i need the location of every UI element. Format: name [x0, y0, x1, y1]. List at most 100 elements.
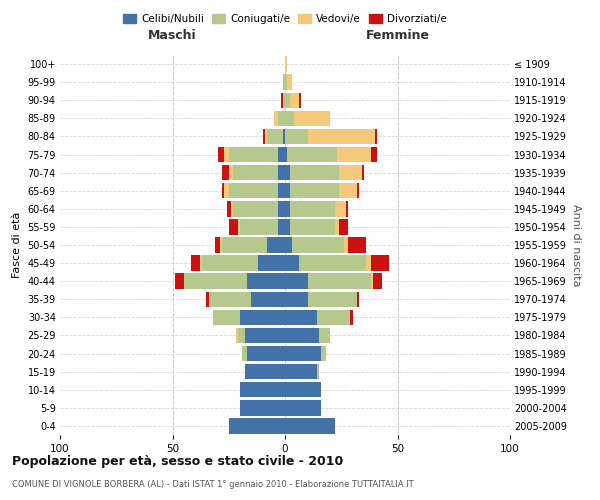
Bar — [206, 292, 209, 307]
Bar — [350, 310, 353, 325]
Bar — [371, 147, 377, 162]
Bar — [251, 292, 285, 307]
Bar — [229, 418, 285, 434]
Bar — [265, 128, 267, 144]
Bar — [290, 92, 299, 108]
Bar — [213, 310, 240, 325]
Bar — [222, 165, 229, 180]
Bar — [375, 128, 377, 144]
Bar — [290, 219, 335, 234]
Bar — [285, 219, 290, 234]
Bar — [319, 328, 330, 343]
Bar — [366, 256, 371, 271]
Bar — [317, 364, 319, 380]
Text: Maschi: Maschi — [148, 30, 197, 43]
Bar — [285, 92, 290, 108]
Bar — [321, 346, 325, 362]
Bar — [337, 147, 371, 162]
Bar — [361, 165, 364, 180]
Bar — [245, 328, 285, 343]
Bar — [218, 147, 224, 162]
Bar — [278, 201, 285, 216]
Bar — [229, 219, 238, 234]
Bar — [278, 183, 285, 198]
Bar — [238, 328, 245, 343]
Bar — [343, 238, 348, 252]
Bar — [245, 364, 285, 380]
Bar — [348, 238, 366, 252]
Bar — [278, 219, 285, 234]
Bar — [283, 74, 285, 90]
Bar — [215, 238, 220, 252]
Bar — [373, 274, 382, 289]
Bar — [335, 219, 339, 234]
Bar — [290, 201, 335, 216]
Bar — [285, 346, 321, 362]
Bar — [222, 238, 267, 252]
Bar — [175, 274, 184, 289]
Bar — [274, 110, 278, 126]
Bar — [184, 274, 247, 289]
Bar — [229, 183, 278, 198]
Bar — [287, 147, 337, 162]
Y-axis label: Anni di nascita: Anni di nascita — [571, 204, 581, 286]
Bar — [299, 92, 301, 108]
Bar — [371, 256, 389, 271]
Bar — [202, 256, 258, 271]
Bar — [285, 382, 321, 398]
Bar — [224, 183, 229, 198]
Legend: Celibi/Nubili, Coniugati/e, Vedovi/e, Divorziati/e: Celibi/Nubili, Coniugati/e, Vedovi/e, Di… — [120, 11, 450, 28]
Bar — [278, 147, 285, 162]
Bar — [285, 74, 287, 90]
Bar — [371, 274, 373, 289]
Bar — [227, 201, 231, 216]
Bar — [285, 56, 287, 72]
Text: Popolazione per età, sesso e stato civile - 2010: Popolazione per età, sesso e stato civil… — [12, 455, 343, 468]
Bar — [231, 201, 233, 216]
Bar — [258, 256, 285, 271]
Bar — [222, 183, 224, 198]
Bar — [285, 328, 319, 343]
Y-axis label: Fasce di età: Fasce di età — [12, 212, 22, 278]
Bar — [308, 128, 375, 144]
Bar — [285, 238, 292, 252]
Bar — [240, 310, 285, 325]
Bar — [335, 201, 346, 216]
Bar — [290, 183, 339, 198]
Bar — [285, 364, 317, 380]
Bar — [209, 292, 251, 307]
Bar — [233, 165, 278, 180]
Bar — [263, 128, 265, 144]
Bar — [308, 274, 371, 289]
Bar — [317, 310, 350, 325]
Bar — [229, 165, 233, 180]
Bar — [285, 128, 308, 144]
Bar — [191, 256, 199, 271]
Bar — [240, 219, 278, 234]
Bar — [283, 128, 285, 144]
Bar — [229, 147, 278, 162]
Bar — [233, 201, 278, 216]
Bar — [339, 165, 361, 180]
Bar — [283, 92, 285, 108]
Bar — [285, 183, 290, 198]
Bar — [267, 128, 283, 144]
Bar — [290, 165, 339, 180]
Bar — [238, 219, 240, 234]
Text: Femmine: Femmine — [365, 30, 430, 43]
Bar — [267, 238, 285, 252]
Bar — [339, 219, 348, 234]
Bar — [235, 328, 238, 343]
Bar — [287, 74, 292, 90]
Bar — [292, 238, 343, 252]
Bar — [357, 183, 359, 198]
Bar — [285, 310, 317, 325]
Bar — [346, 201, 348, 216]
Bar — [285, 400, 321, 415]
Bar — [224, 147, 229, 162]
Bar — [285, 292, 308, 307]
Bar — [247, 274, 285, 289]
Bar — [199, 256, 202, 271]
Bar — [240, 382, 285, 398]
Bar — [247, 346, 285, 362]
